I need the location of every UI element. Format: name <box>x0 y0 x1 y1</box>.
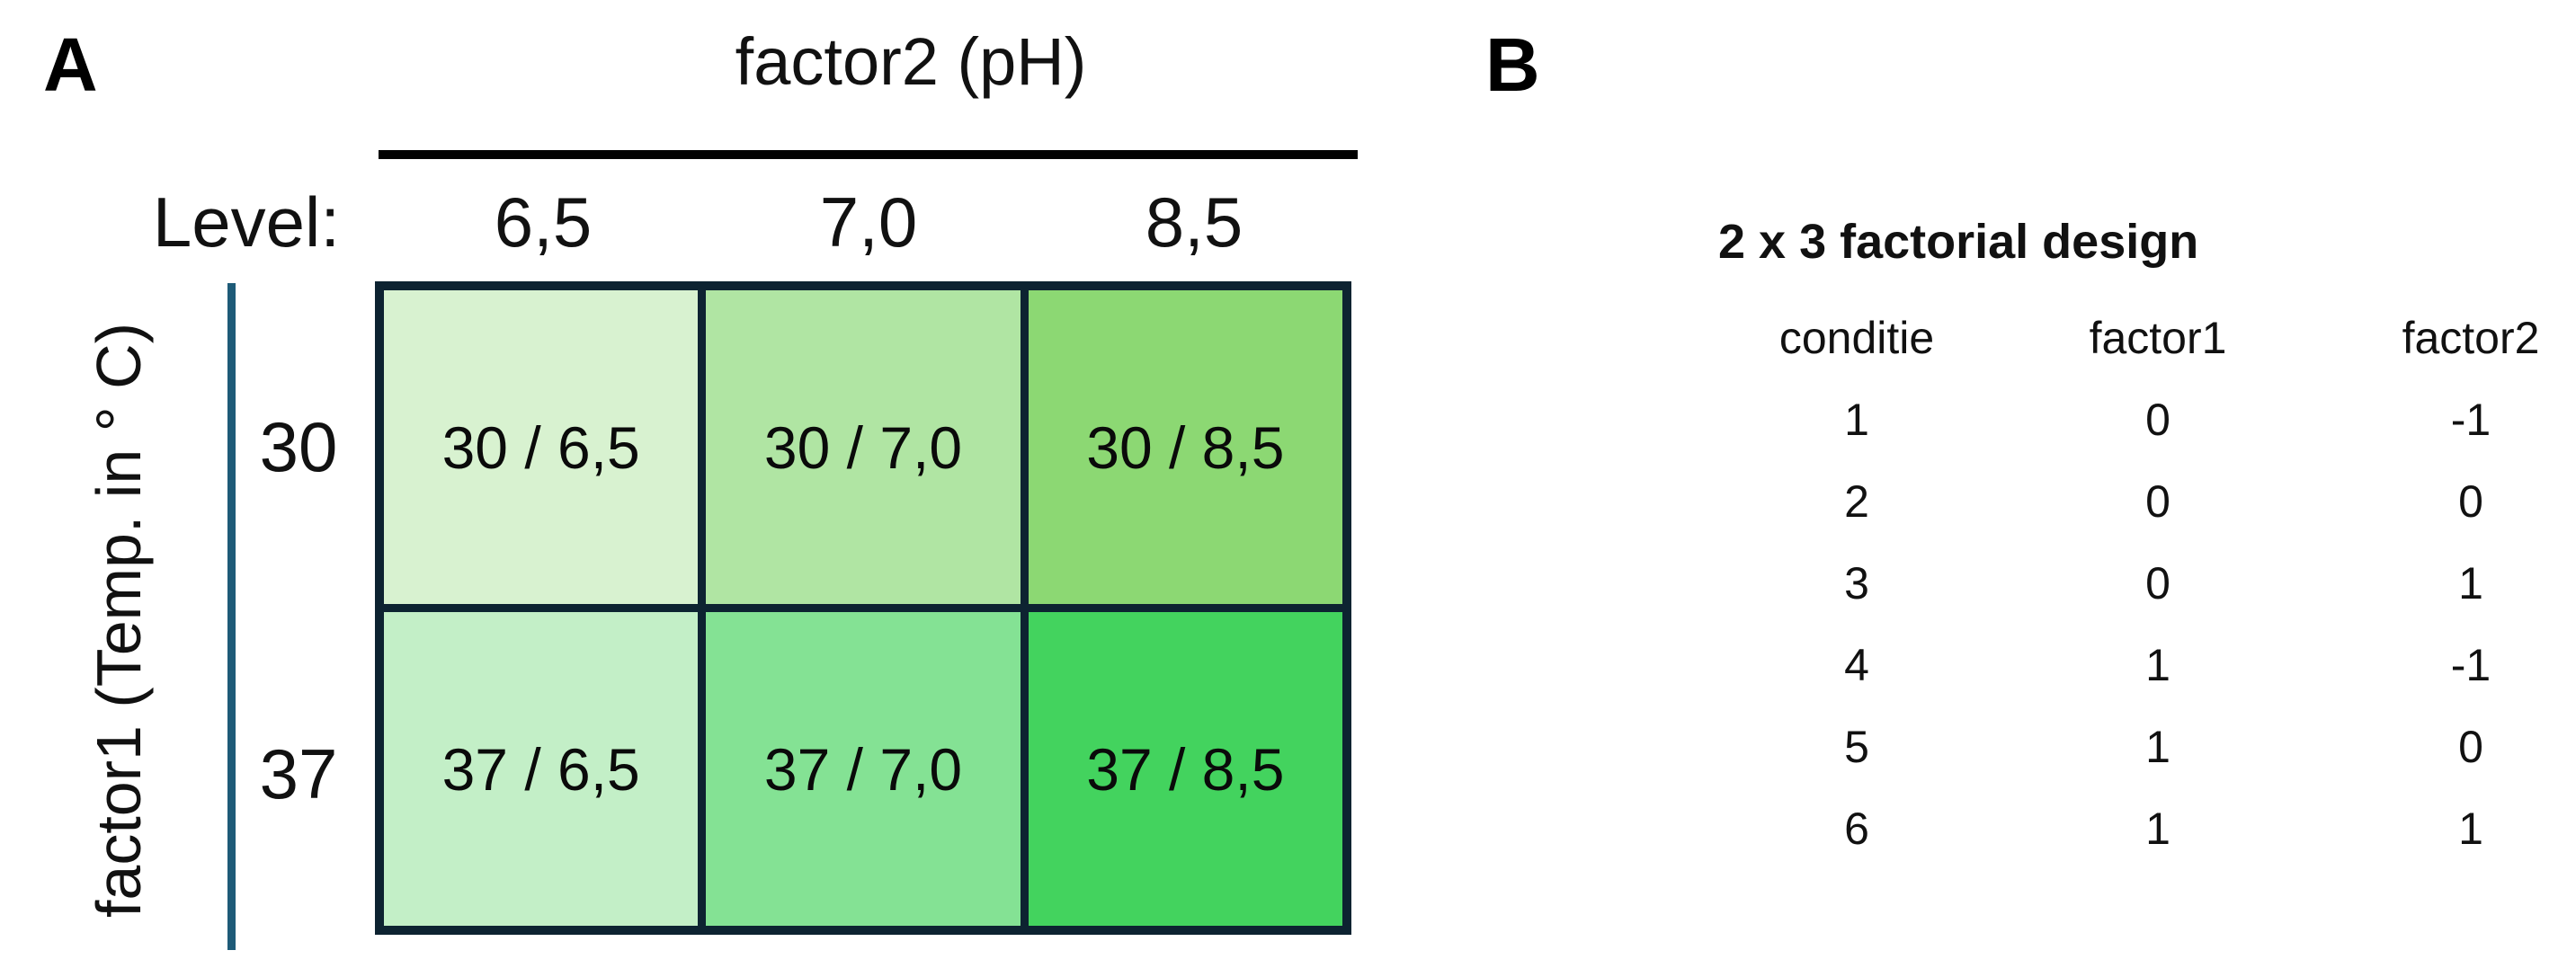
column-factor-title: factor2 (pH) <box>735 24 1087 99</box>
row-factor-title: factor1 (Temp. in ° C) <box>84 322 154 919</box>
row-factor-axis-line <box>227 283 236 950</box>
table-cell: 0 <box>2458 721 2483 772</box>
table-cell: 1 <box>2145 721 2170 772</box>
table-cell: 0 <box>2145 475 2170 527</box>
design-matrix-table: conditie factor1 factor2 1 0 -1 2 0 0 3 … <box>1722 297 2576 869</box>
column-factor-rule <box>379 150 1358 159</box>
row-level-30: 30 <box>259 407 338 486</box>
table-cell: 0 <box>2145 557 2170 608</box>
table-cell: 1 <box>2145 639 2170 690</box>
design-cell-37-70: 37 / 7,0 <box>706 612 1021 926</box>
column-level-8-5: 8,5 <box>1145 182 1243 262</box>
table-cell: 5 <box>1844 721 1869 772</box>
table-cell: 6 <box>1844 803 1869 854</box>
design-cell-37-65: 37 / 6,5 <box>384 612 699 926</box>
table-cell: 3 <box>1844 557 1869 608</box>
panel-a-label: A <box>43 22 98 107</box>
table-cell: 0 <box>2458 475 2483 527</box>
design-grid: 30 / 6,5 30 / 7,0 30 / 8,5 37 / 6,5 37 /… <box>375 281 1351 935</box>
column-level-6-5: 6,5 <box>494 182 593 262</box>
table-cell: -1 <box>2450 639 2491 690</box>
table-cell: -1 <box>2450 394 2491 445</box>
table-cell: 0 <box>2145 394 2170 445</box>
column-header-factor1: factor1 <box>2089 312 2227 363</box>
table-cell: 1 <box>1844 394 1869 445</box>
design-cell-30-70: 30 / 7,0 <box>706 290 1021 604</box>
column-level-7-0: 7,0 <box>819 182 918 262</box>
table-cell: 1 <box>2458 803 2483 854</box>
table-cell: 1 <box>2145 803 2170 854</box>
table-cell: 4 <box>1844 639 1869 690</box>
design-cell-30-65: 30 / 6,5 <box>384 290 699 604</box>
column-header-factor2: factor2 <box>2402 312 2540 363</box>
table-cell: 2 <box>1844 475 1869 527</box>
panel-b-label: B <box>1485 22 1540 107</box>
row-level-37: 37 <box>259 734 338 813</box>
level-label: Level: <box>152 182 340 262</box>
design-cell-37-85: 37 / 8,5 <box>1028 612 1342 926</box>
design-matrix-title: 2 x 3 factorial design <box>1718 215 2199 269</box>
table-cell: 1 <box>2458 557 2483 608</box>
column-header-conditie: conditie <box>1778 312 1935 363</box>
design-cell-30-85: 30 / 8,5 <box>1028 290 1342 604</box>
